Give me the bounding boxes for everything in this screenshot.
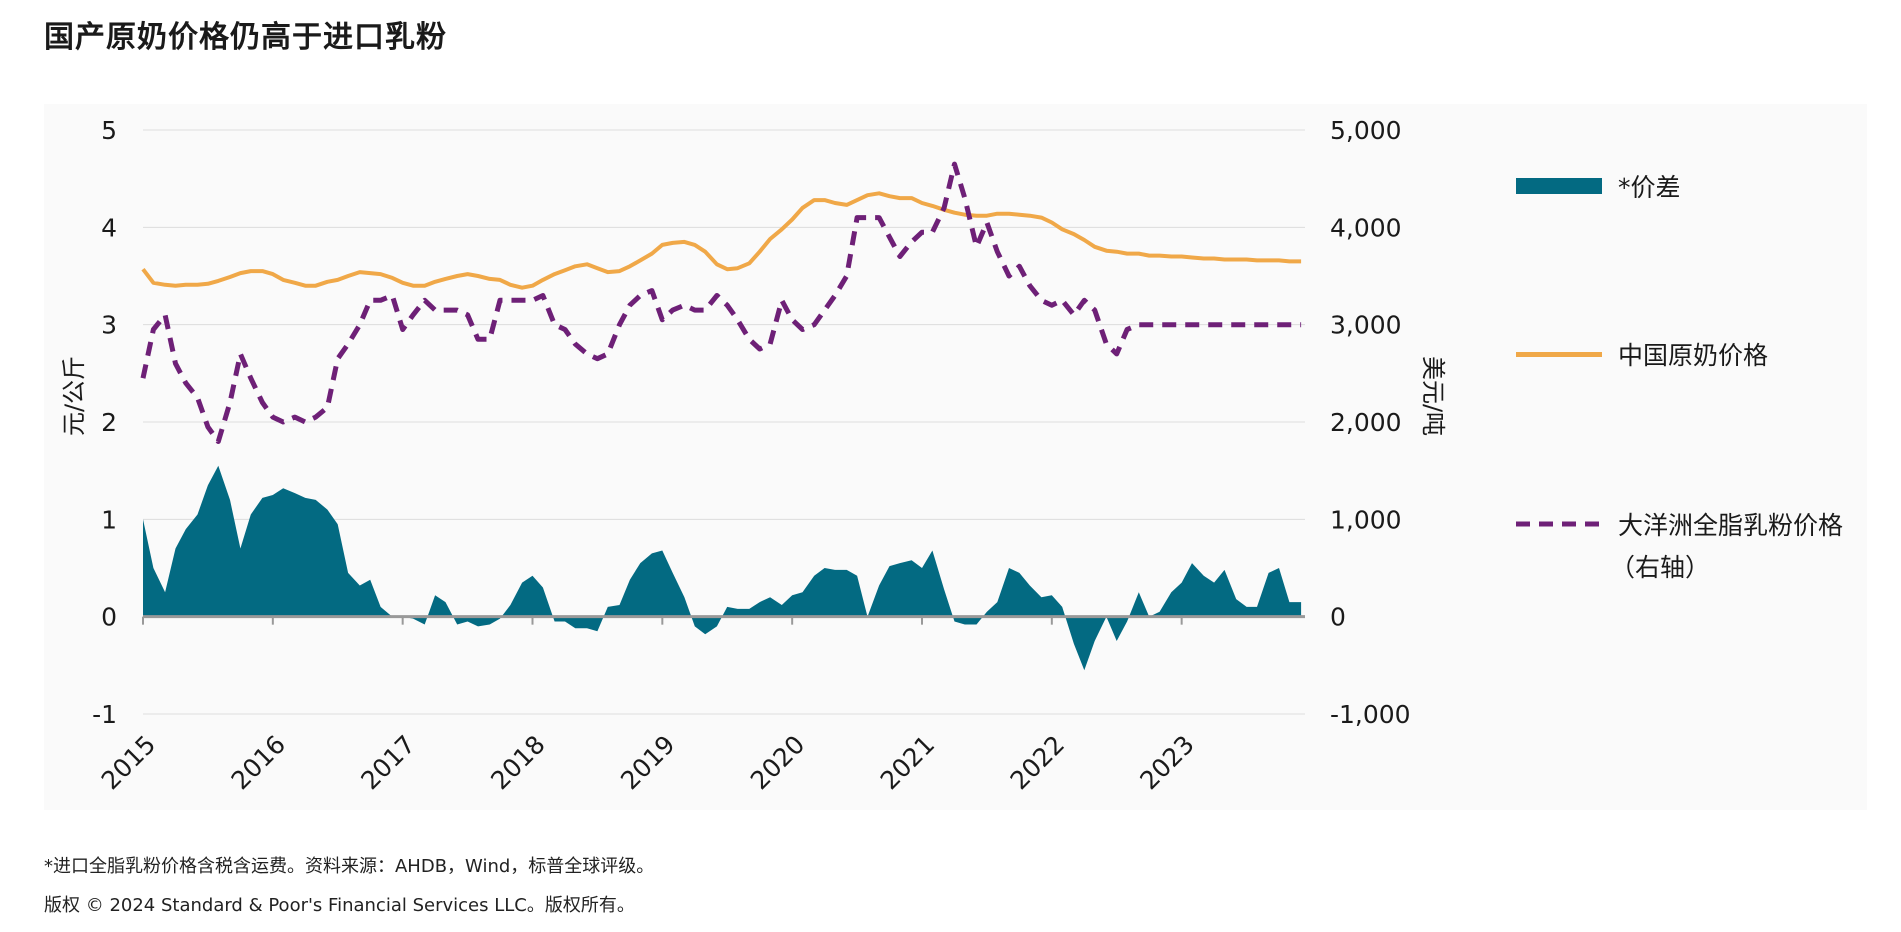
legend-item-spread: *价差 bbox=[1516, 168, 1680, 204]
legend-item-china-milk: 中国原奶价格 bbox=[1516, 336, 1768, 372]
y-right-tick-label: 4,000 bbox=[1330, 213, 1402, 242]
y-left-tick-label: 1 bbox=[101, 505, 117, 534]
y-left-tick-label: 4 bbox=[101, 213, 117, 242]
chart-title: 国产原奶价格仍高于进口乳粉 bbox=[44, 20, 447, 55]
series-line-china-milk bbox=[141, 191, 1302, 290]
y-left-tick-label: 5 bbox=[101, 116, 117, 145]
y-left-tick-label: 2 bbox=[101, 408, 117, 437]
x-tick-label: 2019 bbox=[615, 730, 680, 795]
legend-item-oceania-wmp: 大洋洲全脂乳粉价格 （右轴） bbox=[1516, 506, 1843, 584]
legend-label-spread: *价差 bbox=[1617, 173, 1681, 202]
line-layer bbox=[140, 161, 1302, 444]
axis-layer bbox=[142, 615, 1305, 625]
y-right-tick-label: 5,000 bbox=[1330, 116, 1402, 145]
legend-sublabel-oceania-wmp: （右轴） bbox=[1610, 553, 1711, 582]
series-area-spread bbox=[143, 465, 1302, 671]
x-tick-label: 2022 bbox=[1005, 730, 1070, 795]
y-left-tick-label: 0 bbox=[101, 603, 117, 632]
x-tick-label: 2016 bbox=[226, 730, 291, 795]
y-right-axis-label: 美元/吨 bbox=[1419, 356, 1447, 436]
legend-label-china-milk: 中国原奶价格 bbox=[1617, 341, 1768, 370]
x-tick-label: 2017 bbox=[355, 730, 420, 795]
y-left-tick-label: 3 bbox=[101, 311, 117, 340]
x-tick-label: 2023 bbox=[1134, 730, 1199, 795]
x-tick-label: 2020 bbox=[745, 730, 810, 795]
x-tick-label: 2021 bbox=[875, 730, 940, 795]
y-right-tick-label: 0 bbox=[1330, 603, 1346, 632]
y-right-tick-label: 2,000 bbox=[1330, 408, 1402, 437]
legend-label-oceania-wmp: 大洋洲全脂乳粉价格 bbox=[1617, 511, 1843, 540]
spread-area-layer bbox=[143, 465, 1302, 671]
series-line-oceania-wmp bbox=[140, 161, 1302, 444]
footnote-source: *进口全脂乳粉价格含税含运费。资料来源：AHDB，Wind，标普全球评级。 bbox=[44, 856, 655, 877]
x-tick-label: 2018 bbox=[485, 730, 550, 795]
legend-swatch-china-milk bbox=[1516, 351, 1602, 357]
y-right-tick-label: 3,000 bbox=[1330, 311, 1402, 340]
y-right-tick-label: -1,000 bbox=[1330, 700, 1411, 729]
tick-label-layer: -1 0 1 2 3 4 5 -1,000 0 1,000 2,000 3,000 4,000 5,000… bbox=[92, 116, 1411, 795]
footnote-copyright: 版权 © 2024 Standard & Poor's Financial Se… bbox=[44, 895, 635, 916]
chart-panel bbox=[44, 104, 1867, 810]
legend-swatch-spread bbox=[1516, 178, 1602, 194]
legend-swatch-oceania-wmp bbox=[1516, 521, 1602, 527]
y-left-tick-label: -1 bbox=[92, 700, 117, 729]
grid-layer bbox=[143, 129, 1305, 715]
y-left-axis-label: 元/公斤 bbox=[60, 356, 88, 436]
x-tick-label: 2015 bbox=[96, 730, 161, 795]
y-right-tick-label: 1,000 bbox=[1330, 505, 1402, 534]
